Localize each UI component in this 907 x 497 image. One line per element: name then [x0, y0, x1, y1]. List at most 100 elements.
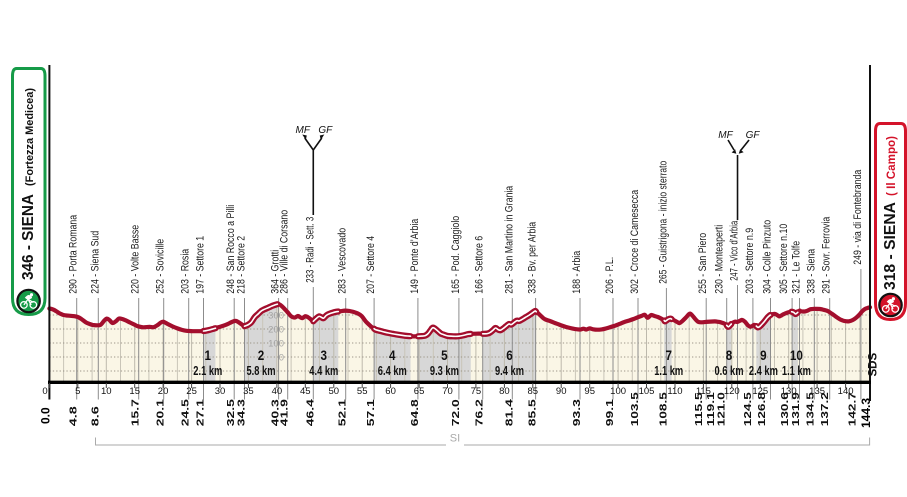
svg-text:GF: GF: [746, 130, 761, 141]
svg-text:41.9: 41.9: [280, 398, 291, 426]
svg-text:2: 2: [258, 348, 265, 363]
svg-text:3: 3: [321, 348, 328, 363]
svg-text:15.7: 15.7: [131, 398, 142, 426]
svg-text:144.3: 144.3: [859, 398, 873, 428]
svg-text:197 - Settore 1: 197 - Settore 1: [195, 236, 207, 294]
svg-text:110: 110: [667, 386, 682, 397]
svg-text:233 - Radi - Sett. 3: 233 - Radi - Sett. 3: [304, 217, 316, 283]
svg-text:247 - Vico d’Arbia: 247 - Vico d’Arbia: [729, 220, 741, 281]
svg-text:5: 5: [441, 348, 448, 363]
svg-text:20: 20: [158, 386, 169, 397]
svg-text:93.3: 93.3: [572, 398, 583, 426]
svg-text:338 - Bv. per Arbia: 338 - Bv. per Arbia: [527, 221, 539, 294]
svg-text:124.5: 124.5: [743, 391, 754, 426]
svg-text:203 - Rosia: 203 - Rosia: [180, 248, 192, 294]
svg-text:188 - Arbia: 188 - Arbia: [571, 250, 583, 294]
svg-text:76.2: 76.2: [475, 398, 486, 426]
svg-text:115.5: 115.5: [694, 391, 705, 426]
svg-text:72.0: 72.0: [451, 398, 462, 426]
svg-text:281 - San Martino in Grania: 281 - San Martino in Grania: [503, 185, 515, 294]
svg-text:85: 85: [528, 386, 539, 397]
svg-text:46.4: 46.4: [305, 398, 316, 426]
svg-text:4.4 km: 4.4 km: [309, 363, 338, 378]
svg-text:108.5: 108.5: [658, 391, 669, 426]
svg-text:64.8: 64.8: [410, 398, 421, 426]
svg-text:SI: SI: [450, 433, 460, 445]
svg-text:255 - San Piero: 255 - San Piero: [697, 233, 709, 294]
svg-text:60: 60: [385, 386, 396, 397]
svg-text:0: 0: [279, 353, 284, 364]
svg-text:364 - Grotti: 364 - Grotti: [270, 250, 282, 294]
svg-text:103.5: 103.5: [630, 391, 641, 426]
svg-text:302 - Croce di Camesecca: 302 - Croce di Camesecca: [629, 189, 641, 294]
svg-text:35: 35: [243, 386, 254, 397]
svg-text:10: 10: [101, 386, 112, 397]
svg-text:252 - Sovicille: 252 - Sovicille: [155, 239, 167, 294]
svg-text:81.4: 81.4: [504, 398, 515, 426]
svg-text:95: 95: [584, 386, 595, 397]
svg-text:206 - P.L.: 206 - P.L.: [604, 257, 616, 294]
svg-text:318 - SIENA: 318 - SIENA: [882, 202, 899, 290]
svg-text:105: 105: [639, 386, 655, 397]
svg-text:25: 25: [186, 386, 197, 397]
svg-text:( Il Campo): ( Il Campo): [886, 136, 898, 196]
svg-text:57.1: 57.1: [366, 398, 377, 426]
svg-text:130: 130: [781, 386, 797, 397]
svg-text:5.8 km: 5.8 km: [247, 363, 276, 378]
svg-text:346 - SIENA: 346 - SIENA: [20, 194, 37, 280]
svg-text:265 - Guistrigona - inizio ste: 265 - Guistrigona - inizio sterrato: [657, 161, 669, 284]
svg-text:207 - Settore 4: 207 - Settore 4: [365, 236, 377, 294]
svg-text:290 - Porta Romana: 290 - Porta Romana: [68, 214, 80, 294]
svg-text:100: 100: [610, 386, 626, 397]
svg-text:304 - Colle Pinzuto: 304 - Colle Pinzuto: [762, 220, 774, 294]
svg-text:121.0: 121.0: [717, 391, 728, 426]
svg-text:90: 90: [556, 386, 567, 397]
svg-text:9.4 km: 9.4 km: [495, 363, 524, 378]
svg-text:220 - Volte Basse: 220 - Volte Basse: [130, 225, 142, 294]
svg-text:80: 80: [499, 386, 510, 397]
svg-text:34.3: 34.3: [237, 398, 248, 426]
svg-text:224 - Siena Sud: 224 - Siena Sud: [89, 231, 101, 294]
svg-text:MF: MF: [296, 125, 311, 136]
svg-text:52.1: 52.1: [338, 398, 349, 426]
svg-text:142.7: 142.7: [848, 391, 859, 426]
svg-text:9: 9: [760, 348, 767, 363]
svg-text:125: 125: [752, 386, 768, 397]
svg-text:165 - Pod. Caggiolo: 165 - Pod. Caggiolo: [450, 216, 462, 294]
svg-text:166 - Settore 6: 166 - Settore 6: [474, 236, 486, 294]
svg-text:24.5: 24.5: [181, 398, 192, 426]
svg-text:15: 15: [129, 386, 140, 397]
svg-text:20.1: 20.1: [156, 398, 167, 426]
svg-text:SDS: SDS: [868, 353, 880, 377]
svg-text:134.5: 134.5: [806, 391, 817, 426]
svg-text:70: 70: [442, 386, 453, 397]
svg-text:(Fortezza Medicea): (Fortezza Medicea): [24, 88, 36, 186]
svg-text:9.3 km: 9.3 km: [430, 363, 459, 378]
svg-text:135: 135: [809, 386, 825, 397]
svg-text:149 - Ponte d’Arbia: 149 - Ponte d’Arbia: [409, 218, 421, 294]
svg-text:1: 1: [205, 348, 212, 363]
svg-text:30: 30: [215, 386, 226, 397]
svg-text:140: 140: [838, 386, 854, 397]
svg-text:291 - Sovr. Ferrovia: 291 - Sovr. Ferrovia: [821, 216, 833, 294]
svg-text:8.6: 8.6: [90, 405, 101, 426]
svg-text:5: 5: [75, 386, 80, 397]
svg-text:45: 45: [300, 386, 311, 397]
svg-text:40: 40: [272, 386, 283, 397]
svg-text:MF: MF: [718, 130, 733, 141]
svg-text:27.1: 27.1: [196, 398, 207, 426]
svg-text:99.1: 99.1: [605, 398, 616, 426]
svg-text:55: 55: [357, 386, 368, 397]
svg-text:119.1: 119.1: [706, 391, 717, 426]
svg-text:100: 100: [268, 339, 284, 350]
svg-text:137.2: 137.2: [820, 391, 831, 426]
svg-text:2.4 km: 2.4 km: [749, 363, 778, 378]
svg-text:0.6 km: 0.6 km: [715, 363, 744, 378]
svg-text:2.1 km: 2.1 km: [193, 363, 222, 378]
svg-text:283 - Vescovado: 283 - Vescovado: [337, 228, 349, 294]
svg-text:230 - Monteaperti: 230 - Monteaperti: [714, 225, 726, 294]
svg-text:4: 4: [389, 348, 396, 363]
svg-text:115: 115: [696, 386, 711, 397]
svg-text:1.1 km: 1.1 km: [654, 363, 683, 378]
svg-text:65: 65: [414, 386, 425, 397]
